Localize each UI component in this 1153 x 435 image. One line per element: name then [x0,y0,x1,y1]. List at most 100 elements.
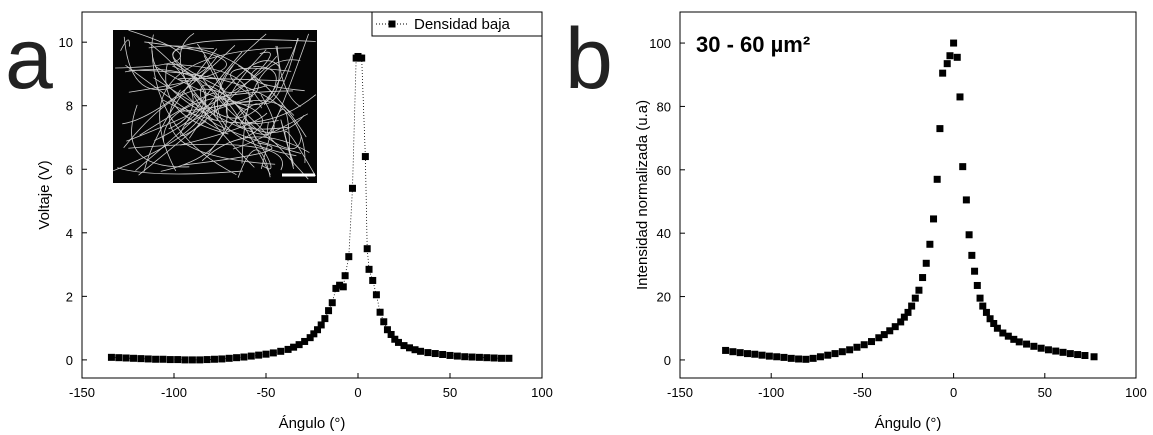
data-point [953,53,961,61]
fiber [183,91,219,121]
data-point [1066,350,1074,358]
data-point [780,353,788,361]
x-axis-label: Ángulo (°) [875,415,942,432]
data-point [809,354,817,362]
fiber [172,47,225,90]
fiber [201,136,310,162]
fiber [172,39,316,79]
fiber [208,103,262,154]
x-tick-label: -150 [667,385,693,400]
fiber [180,112,268,146]
data-point [1090,353,1098,361]
data-point [210,355,218,363]
fiber [235,108,290,130]
data-point [325,307,333,315]
x-tick-label: -100 [758,385,784,400]
fiber [217,65,297,157]
data-point [277,347,285,355]
data-point [376,308,384,316]
data-point [897,318,905,326]
fiber [182,142,273,166]
y-tick-label: 2 [66,289,73,304]
fiber [200,84,309,180]
fiber [148,45,307,138]
data-point [956,93,964,101]
fiber [226,49,279,125]
plot-frame [679,11,1137,379]
legend-label: Densidad baja [414,16,511,33]
data-point [417,347,425,355]
panel-label: a [5,11,53,107]
data-point [306,334,314,342]
data-point [159,355,167,363]
fiber [164,63,250,127]
y-tick-label: 20 [657,290,671,305]
fiber [284,130,316,177]
x-tick-label: 50 [443,385,457,400]
data-point [505,354,513,362]
fiber [244,118,302,150]
data-point [831,350,839,358]
data-point [461,353,469,361]
data-point [1030,342,1038,350]
data-point [979,302,987,310]
data-point [999,329,1007,337]
data-point [166,356,174,364]
x-tick-label: -50 [853,385,872,400]
data-point [1037,344,1045,352]
data-point [922,259,930,267]
data-point [383,326,391,334]
y-axis-label: Intensidad normalizada (u.a) [634,100,651,290]
data-point [971,267,979,275]
data-point [990,319,998,327]
data-point [880,331,888,339]
data-point [1081,352,1089,360]
data-point [424,349,432,357]
data-point [372,291,380,299]
data-point [358,54,366,62]
data-point [314,326,322,334]
data-point [1074,351,1082,359]
data-point [729,348,737,356]
data-point [965,231,973,239]
y-tick-label: 40 [657,226,671,241]
data-point [411,346,419,354]
panel-label: b [565,11,613,107]
x-tick-label: -50 [257,385,276,400]
x-tick-label: 0 [950,385,957,400]
data-point [369,276,377,284]
data-point [137,355,145,363]
data-point [240,353,248,361]
data-point [736,349,744,357]
data-point [196,356,204,364]
data-point [838,348,846,356]
data-point [218,355,226,363]
y-tick-label: 8 [66,99,73,114]
data-point [751,350,759,358]
x-tick-label: -100 [161,385,187,400]
data-point [986,315,994,323]
y-tick-label: 10 [59,35,73,50]
data-point [915,286,923,294]
data-point [950,39,958,47]
fiber [143,48,218,172]
data-point [875,334,883,342]
data-point [203,356,211,364]
data-point [891,323,899,331]
data-point [284,345,292,353]
data-point [930,215,938,223]
data-point [400,342,408,350]
data-point [1010,335,1018,343]
data-point [868,338,876,346]
data-point [453,352,461,360]
fiber [200,74,305,133]
data-point [475,353,483,361]
x-tick-label: 0 [354,385,361,400]
fiber [151,50,237,176]
data-point [332,284,340,292]
data-point [982,308,990,316]
y-tick-label: 4 [66,226,73,241]
data-point [816,353,824,361]
y-axis-label: Voltaje (V) [36,160,53,229]
data-point [387,330,395,338]
